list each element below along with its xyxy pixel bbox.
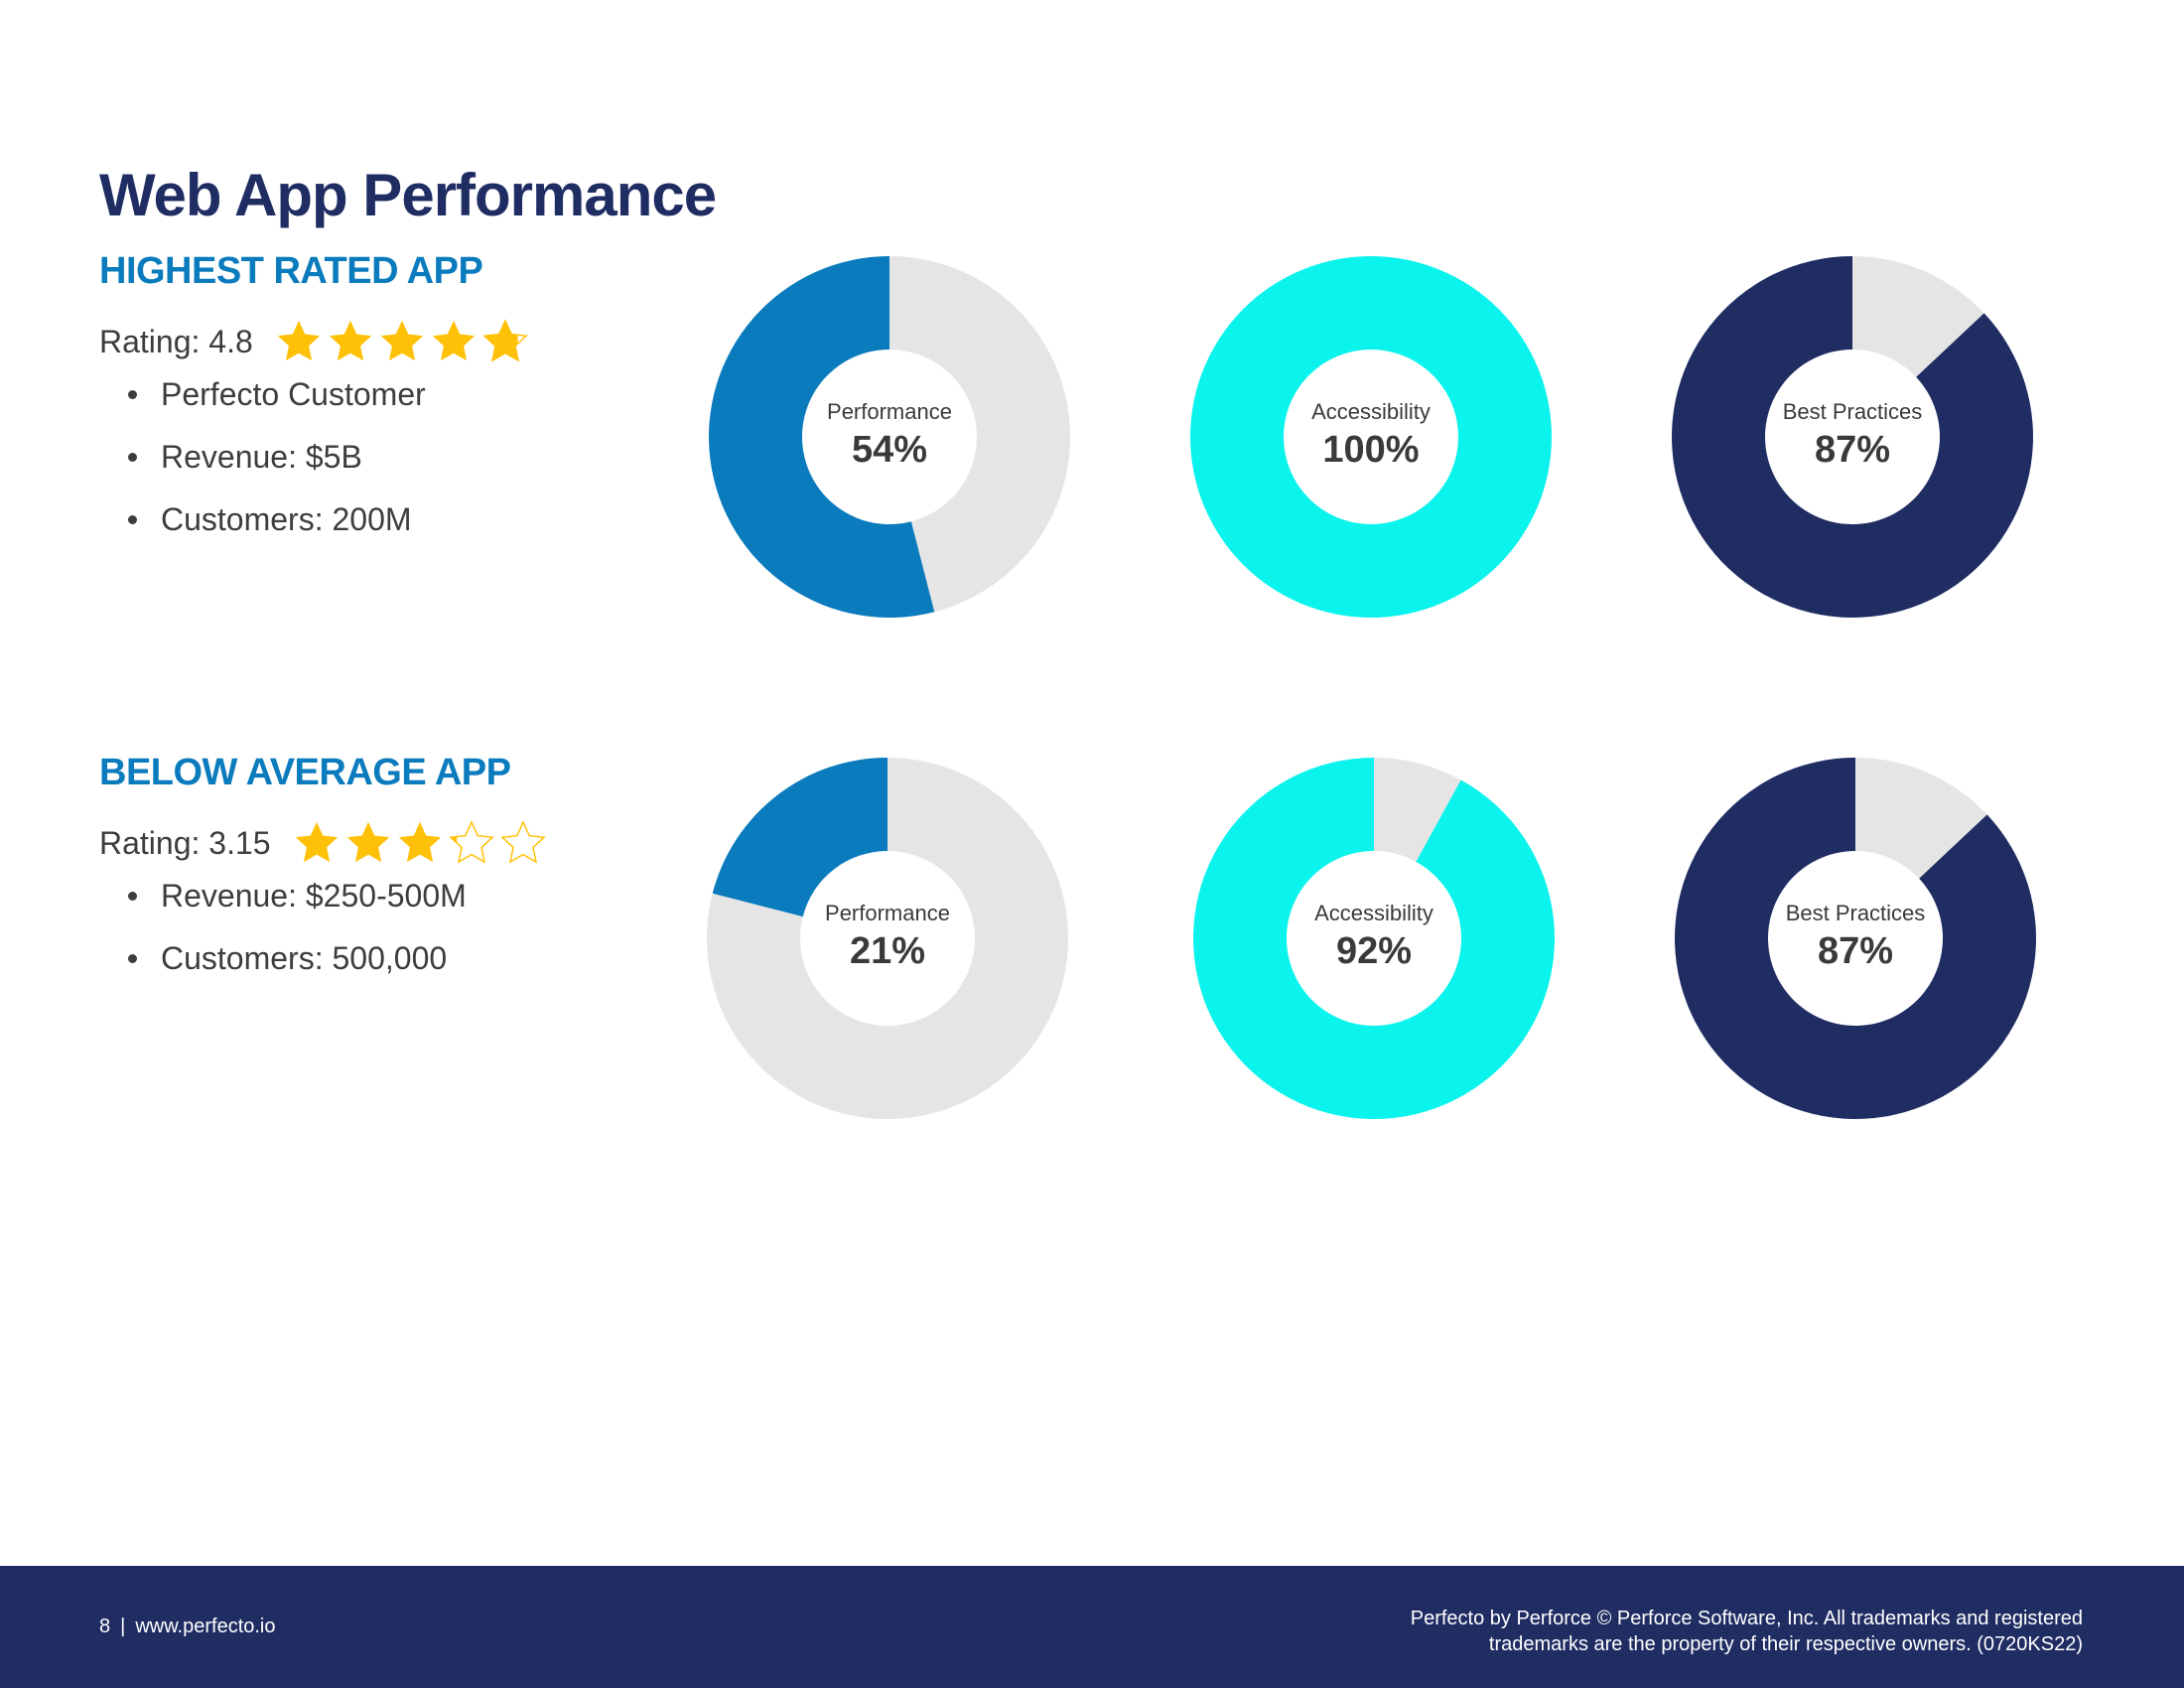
star-icon — [295, 822, 338, 862]
star-rating — [275, 318, 533, 365]
donut-remainder-segment — [1855, 758, 1987, 879]
donut-label: Accessibility — [1314, 901, 1433, 925]
star-icon — [448, 820, 494, 864]
legal-line: trademarks are the property of their res… — [1488, 1633, 2083, 1655]
donut-accessibility-below-average: Accessibility 92% — [1185, 750, 1563, 1127]
legal-line: Perfecto by Perforce © Perforce Software… — [1410, 1608, 2083, 1629]
donut-value: 21% — [849, 930, 926, 972]
bullet-list-highest: Perfecto Customer Revenue: $5B Customers… — [123, 363, 426, 551]
donut-value: 100% — [1322, 429, 1420, 471]
list-item: Revenue: $250-500M — [123, 865, 467, 927]
page-title: Web App Performance — [99, 162, 717, 228]
section-heading-highest: HIGHEST RATED APP — [99, 250, 483, 292]
footer: 8 | www.perfecto.io Perfecto by Perforce ©… — [0, 1566, 2184, 1688]
donut-label: Performance — [825, 901, 950, 925]
star-icon — [380, 321, 423, 360]
bullet-list-below-average: Revenue: $250-500M Customers: 500,000 — [123, 865, 467, 990]
donut-best-practices-highest: Best Practices 87% — [1664, 248, 2041, 626]
star-icon — [499, 820, 546, 864]
donut-svg — [1672, 256, 2033, 618]
footer-separator: | — [120, 1616, 126, 1637]
donut-remainder-segment — [707, 758, 1068, 1119]
donut-value-segment — [709, 256, 935, 618]
donut-remainder-segment — [1374, 758, 1461, 862]
legal-notice: Perfecto by Perforce © Perforce Software… — [1090, 1606, 2083, 1657]
rating-row-highest: Rating: 4.8 — [99, 312, 533, 371]
donut-accessibility-highest: Accessibility 100% — [1182, 248, 1560, 626]
donut-svg — [1190, 256, 1552, 618]
donut-best-practices-below-average: Best Practices 87% — [1667, 750, 2044, 1127]
website-link[interactable]: www.perfecto.io — [135, 1616, 276, 1637]
star-icon — [482, 319, 528, 362]
star-icon — [277, 321, 320, 360]
donut-label: Best Practices — [1785, 901, 1926, 925]
star-icon — [432, 321, 475, 360]
list-item: Customers: 500,000 — [123, 927, 467, 990]
donut-performance-highest: Performance 54% — [701, 248, 1078, 626]
star-icon — [346, 822, 389, 862]
donut-value: 87% — [1817, 930, 1894, 972]
page-number: 8 — [99, 1616, 111, 1637]
rating-row-below-average: Rating: 3.15 — [99, 813, 551, 873]
donut-value-segment — [1675, 758, 2036, 1119]
donut-value-segment — [1193, 758, 1555, 1119]
donut-value-segment — [712, 758, 887, 917]
donut-performance-below-average: Performance 21% — [699, 750, 1076, 1127]
donut-svg — [707, 758, 1068, 1119]
donut-value: 87% — [1814, 429, 1891, 471]
donut-svg — [1193, 758, 1555, 1119]
donut-remainder-segment — [1852, 256, 1984, 377]
list-item: Perfecto Customer — [123, 363, 426, 426]
donut-value-segment — [1672, 256, 2033, 618]
donut-label: Performance — [827, 399, 952, 424]
donut-value: 54% — [851, 429, 928, 471]
star-icon — [398, 822, 441, 862]
donut-value: 92% — [1335, 930, 1413, 972]
rating-label: Rating: 4.8 — [99, 323, 253, 359]
star-icon — [329, 321, 371, 360]
list-item: Customers: 200M — [123, 489, 426, 551]
donut-remainder-segment — [889, 256, 1070, 613]
donut-svg — [1675, 758, 2036, 1119]
star-rating — [293, 819, 551, 867]
donut-label: Accessibility — [1311, 399, 1431, 424]
donut-value-segment — [1190, 256, 1552, 618]
list-item: Revenue: $5B — [123, 426, 426, 489]
footer-left: 8 | www.perfecto.io — [99, 1616, 276, 1638]
section-heading-below-average: BELOW AVERAGE APP — [99, 752, 511, 793]
donut-label: Best Practices — [1782, 399, 1923, 424]
rating-label: Rating: 3.15 — [99, 824, 271, 861]
donut-svg — [709, 256, 1070, 618]
